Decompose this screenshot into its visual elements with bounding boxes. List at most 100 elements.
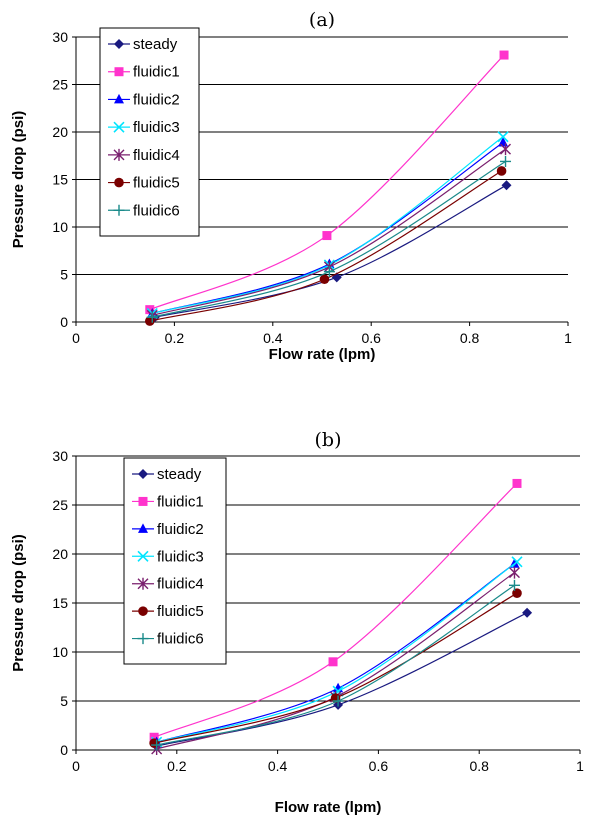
y-axis-label: Pressure drop (psi) [10, 111, 27, 249]
y-tick-label: 0 [60, 314, 68, 330]
data-point [323, 266, 335, 278]
y-tick-label: 25 [52, 497, 68, 513]
series-fluidic1 [149, 478, 522, 742]
legend-item: fluidic5 [108, 175, 180, 192]
series-fluidic1 [145, 50, 509, 315]
x-tick-label: 1 [564, 330, 572, 346]
legend-label: fluidic5 [133, 175, 180, 192]
legend-item: fluidic4 [108, 147, 180, 164]
legend-label: fluidic1 [157, 493, 204, 510]
x-tick-label: 1 [576, 758, 584, 774]
x-tick-label: 0.6 [361, 330, 381, 346]
x-tick-label: 0.8 [460, 330, 480, 346]
legend-marker [113, 121, 125, 133]
chart-panel-b: (b) 0 5 10 15 20 25 30 0 0.2 0.4 0.6 0.8 1 Flow rate (… [10, 429, 584, 816]
legend-marker [137, 550, 149, 562]
legend-marker [137, 577, 149, 590]
legend-marker [138, 469, 148, 479]
y-tick-label: 5 [60, 693, 68, 709]
legend-item: steady [132, 466, 202, 483]
legend-label: fluidic6 [133, 202, 180, 219]
x-tick-label: 0.6 [369, 758, 389, 774]
legend-item: fluidic6 [132, 631, 204, 648]
y-tick-label: 15 [52, 172, 68, 188]
series-line [152, 136, 504, 315]
data-point [319, 274, 330, 285]
legend-item: fluidic2 [132, 521, 204, 538]
y-tick-label: 0 [60, 742, 68, 758]
legend-marker [113, 204, 125, 216]
chart-title: (a) [309, 9, 335, 31]
x-tick-label: 0 [72, 758, 80, 774]
data-point [512, 478, 522, 488]
data-point [149, 732, 159, 742]
chart-panel-a: (a) 0 5 10 15 20 25 30 0 0.2 0.4 0.6 0.8 1 Flow rate (… [10, 9, 572, 363]
series-fluidic6 [151, 579, 520, 751]
legend-marker [138, 606, 148, 616]
x-tick-label: 0.4 [268, 758, 288, 774]
legend-label: steady [157, 466, 202, 483]
legend-marker [114, 93, 124, 104]
legend-item: fluidic3 [132, 548, 204, 565]
x-tick-label: 0.2 [167, 758, 187, 774]
y-tick-label: 15 [52, 595, 68, 611]
data-point [496, 166, 507, 176]
data-point [499, 50, 509, 60]
y-tick-label: 5 [60, 267, 68, 283]
data-point [501, 180, 512, 191]
legend-label: fluidic3 [157, 548, 204, 565]
x-axis-label: Flow rate (lpm) [275, 799, 382, 816]
series-steady [149, 180, 512, 323]
legend-label: fluidic5 [157, 603, 204, 620]
legend-marker [114, 177, 124, 188]
data-point [332, 695, 344, 707]
series-line [154, 184, 507, 318]
legend-label: fluidic4 [133, 147, 180, 164]
legend-marker [114, 39, 124, 49]
series-line [152, 141, 504, 315]
legend-item: fluidic1 [132, 493, 204, 510]
legend-item: fluidic2 [108, 91, 180, 108]
data-point [328, 657, 338, 667]
y-tick-label: 30 [52, 29, 68, 45]
legend-item: fluidic6 [108, 202, 180, 219]
y-tick-label: 10 [52, 644, 68, 660]
legend-marker [114, 67, 124, 77]
x-tick-label: 0.2 [165, 330, 185, 346]
y-tick-label: 20 [52, 124, 68, 140]
legend-label: fluidic4 [157, 576, 204, 593]
series-fluidic6 [146, 155, 512, 323]
legend: steady fluidic1 fluidic2 fluidic3 fluidic4 fl… [123, 457, 227, 665]
data-point [508, 566, 520, 579]
data-point [322, 231, 332, 241]
y-tick-label: 20 [52, 546, 68, 562]
data-point [522, 607, 533, 618]
legend-item: fluidic3 [108, 119, 180, 136]
data-point [146, 311, 158, 323]
data-point [498, 136, 509, 147]
legend-marker [138, 523, 148, 533]
legend-item: steady [108, 36, 178, 53]
data-point [500, 143, 512, 156]
legend-box [123, 457, 227, 665]
x-tick-label: 0 [72, 330, 80, 346]
x-tick-label: 0.8 [469, 758, 489, 774]
legend-marker [113, 148, 125, 161]
data-point [145, 305, 155, 315]
data-point [512, 588, 522, 598]
chart-title: (b) [315, 429, 342, 451]
legend-label: fluidic2 [133, 91, 180, 108]
legend-label: fluidic6 [157, 631, 204, 648]
data-point [500, 155, 512, 167]
y-axis-label: Pressure drop (psi) [10, 534, 27, 672]
x-tick-label: 0.4 [263, 330, 283, 346]
legend-label: fluidic2 [157, 521, 204, 538]
y-tick-label: 30 [52, 448, 68, 464]
legend-label: steady [133, 36, 178, 53]
data-point [497, 131, 509, 143]
data-point [151, 739, 163, 751]
legend-item: fluidic5 [132, 603, 204, 620]
legend-item: fluidic1 [108, 64, 180, 81]
legend-item: fluidic4 [132, 576, 204, 593]
